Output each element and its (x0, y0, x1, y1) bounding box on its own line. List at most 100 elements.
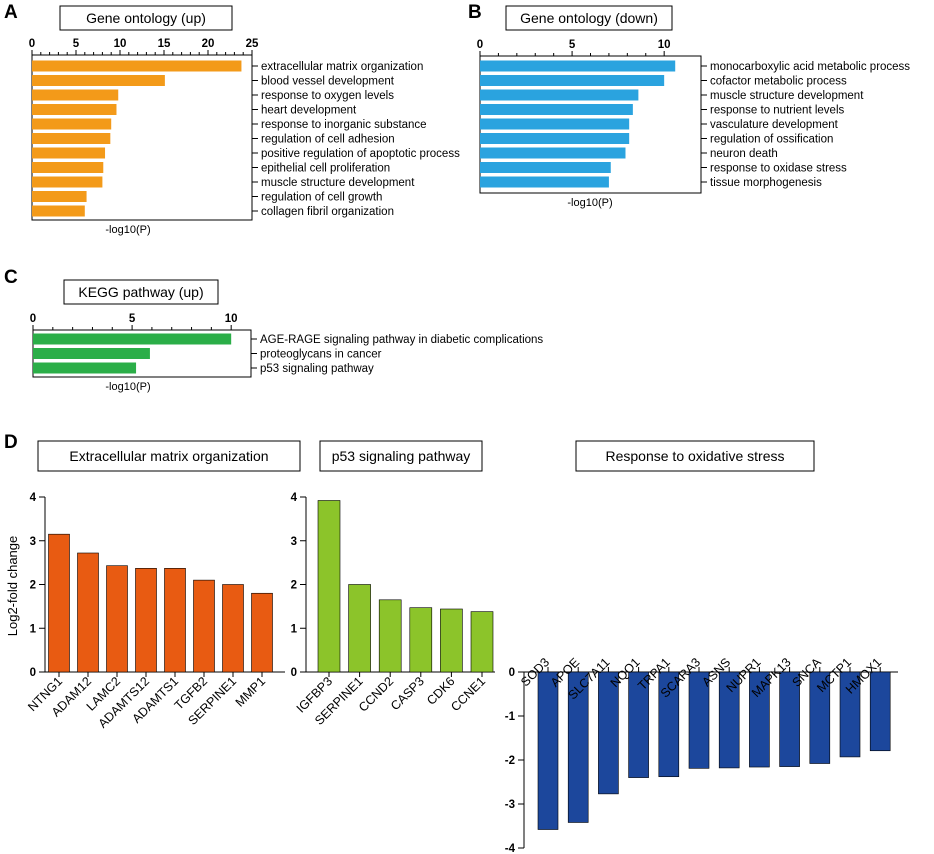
category-label: epithelial cell proliferation (261, 163, 390, 175)
bar (480, 162, 611, 173)
panel-d3-title: Response to oxidative stress (606, 448, 785, 464)
bar (164, 568, 186, 673)
bar (32, 205, 85, 217)
category-label: cofactor metabolic process (710, 76, 847, 88)
x-axis-label: -log10(P) (105, 224, 150, 236)
category-label: positive regulation of apoptotic process (261, 148, 460, 160)
panel-letter-a: A (4, 2, 18, 23)
bar (32, 133, 111, 144)
category-label: response to oxidase stress (710, 163, 847, 175)
category-label: muscle structure development (261, 177, 415, 189)
x-tick-label: 0 (29, 38, 35, 50)
panel-letter-c: C (4, 267, 18, 288)
bar (32, 162, 104, 173)
y-tick-label: 1 (30, 623, 37, 635)
bar (440, 608, 463, 673)
y-tick-label: -2 (505, 755, 515, 767)
y-tick-label: 0 (291, 667, 297, 679)
bar (32, 191, 87, 202)
x-axis-label: -log10(P) (105, 381, 150, 393)
category-label: heart development (261, 105, 357, 117)
category-label: vasculature development (710, 119, 839, 131)
bar (135, 568, 157, 673)
y-tick-label: 3 (30, 536, 36, 548)
gene-label: MMP1 (233, 674, 268, 709)
y-tick-label: 4 (291, 492, 298, 504)
bar (32, 89, 119, 101)
category-label: regulation of cell growth (261, 192, 382, 204)
y-tick-label: -3 (505, 799, 515, 811)
bar (32, 176, 103, 188)
y-tick-label: 1 (291, 623, 298, 635)
bar (32, 60, 242, 72)
y-tick-label: 2 (30, 580, 36, 592)
bar (480, 89, 639, 101)
y-tick-label: 0 (509, 667, 515, 679)
bar (33, 333, 232, 345)
bar (77, 552, 99, 673)
category-label: collagen fibril organization (261, 206, 394, 218)
bar (251, 592, 273, 673)
category-label: response to inorganic substance (261, 119, 427, 131)
bar (537, 671, 559, 830)
x-tick-label: 10 (225, 313, 238, 325)
panel-b-chart: 0 5 10 monocarboxylic acid metabolic proces… (477, 39, 911, 209)
x-tick-label: 20 (202, 38, 215, 50)
bar (480, 60, 676, 72)
panel-d2-title-box (319, 440, 483, 472)
category-label: monocarboxylic acid metabolic process (710, 61, 910, 73)
bar (32, 75, 165, 86)
x-tick-label: 5 (569, 39, 576, 51)
category-label: response to nutrient levels (710, 105, 844, 117)
panel-d1-chart: 01234NTNG1ADAM12LAMC2ADAMTS12ADAMTS1TGFB… (25, 492, 285, 731)
category-label: blood vessel development (261, 76, 395, 88)
y-tick-label: -1 (505, 711, 516, 723)
x-tick-label: 15 (158, 38, 171, 50)
panel-d-ylabel: Log2-fold change (5, 536, 20, 636)
category-label: p53 signaling pathway (260, 363, 374, 375)
gene-label: CCND2 (356, 674, 396, 714)
bar (193, 579, 215, 673)
bar (33, 348, 150, 359)
bar (480, 104, 633, 115)
category-label: regulation of ossification (710, 134, 833, 146)
bar (480, 176, 609, 188)
panel-d2-title: p53 signaling pathway (332, 448, 471, 464)
bar (106, 565, 128, 673)
y-tick-label: 0 (30, 667, 36, 679)
panel-d1-title: Extracellular matrix organization (69, 448, 268, 464)
category-label: proteoglycans in cancer (260, 349, 382, 361)
panel-letter-b: B (468, 2, 482, 23)
category-label: AGE-RAGE signaling pathway in diabetic c… (260, 334, 543, 346)
x-tick-label: 25 (246, 38, 259, 50)
y-tick-label: 2 (291, 580, 297, 592)
panel-b-title-box (505, 5, 673, 31)
panel-d3-chart: 0-1-2-3-4SOD3APOESLC7A11NQO1TRPA1SCARA3A… (505, 655, 898, 854)
x-axis-label: -log10(P) (567, 197, 612, 209)
panel-a: A Gene ontology (up) 0 5 10 15 20 25extracell… (4, 2, 460, 236)
x-tick-label: 10 (658, 39, 671, 51)
gene-label: CCNE1 (448, 674, 488, 714)
panel-d3-title-box (575, 440, 815, 472)
bar (598, 671, 619, 795)
bar (480, 75, 665, 86)
panel-letter-d: D (4, 432, 18, 453)
panel-c: C KEGG pathway (up) 0 5 10 AGE-RAGE signali… (4, 267, 543, 393)
bar (480, 147, 626, 159)
bar (317, 500, 341, 673)
panel-d: D Extracellular matrix organization p53 … (4, 432, 898, 854)
bar (480, 133, 630, 144)
bar (33, 362, 137, 374)
bar (409, 607, 433, 673)
bar (348, 584, 371, 673)
panel-c-chart: 0 5 10 AGE-RAGE signaling pathway in diabet… (30, 313, 544, 393)
y-tick-label: -4 (505, 843, 516, 854)
x-tick-label: 0 (30, 313, 36, 325)
panel-b: B Gene ontology (down) 0 5 10 monocarboxyli… (468, 2, 910, 209)
panel-a-title-box (59, 5, 233, 31)
bar (222, 584, 244, 673)
y-tick-label: 4 (30, 492, 37, 504)
category-label: muscle structure development (710, 90, 864, 102)
